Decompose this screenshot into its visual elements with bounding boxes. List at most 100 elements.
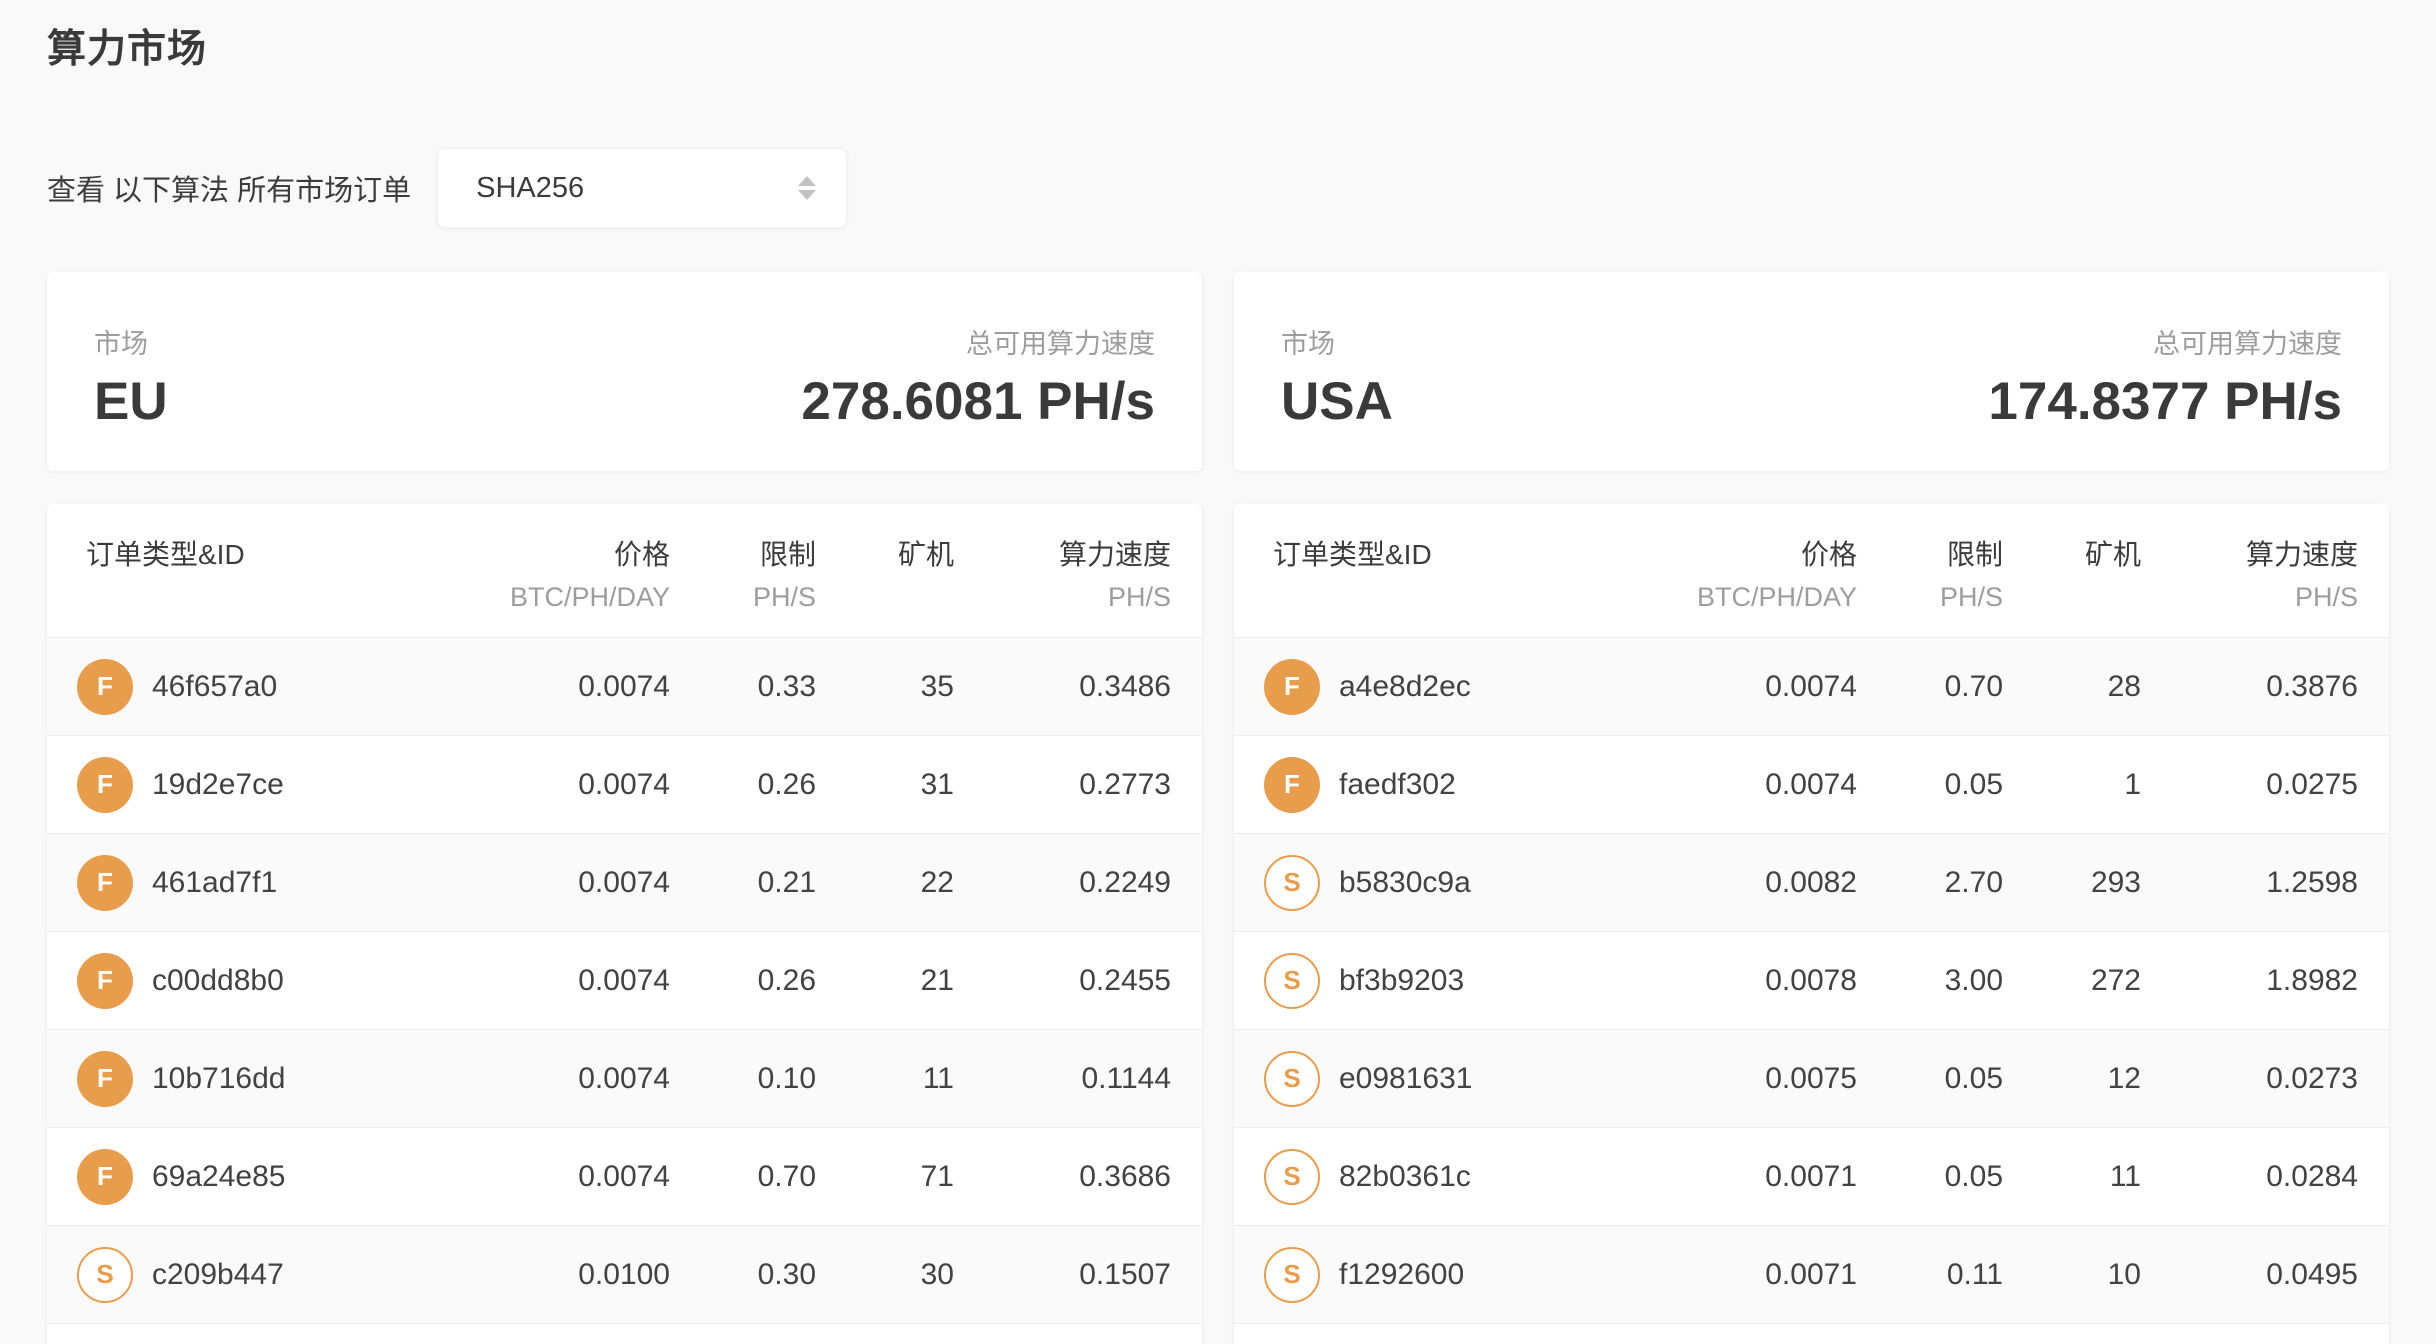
order-id: c209b447 xyxy=(152,1257,284,1291)
order-id: 69a24e85 xyxy=(152,1159,286,1193)
order-limit: 0.05 xyxy=(1944,1159,2003,1193)
order-miners: 11 xyxy=(2109,1159,2141,1193)
algorithm-select[interactable]: SHA256 xyxy=(437,148,848,228)
order-rows: F 46f657a0 0.0074 0.33 35 0.3486 F 19d2e… xyxy=(47,638,1202,1324)
order-limit: 0.33 xyxy=(757,669,816,703)
order-price: 0.0074 xyxy=(578,963,670,997)
order-miners: 35 xyxy=(920,669,954,703)
order-price: 0.0100 xyxy=(578,1257,670,1291)
order-type-badge: S xyxy=(1264,952,1320,1009)
market-summary-cards: 市场 EU 总可用算力速度 278.6081 PH/s 市场 USA 总可用算力… xyxy=(47,272,2389,471)
order-id: b5830c9a xyxy=(1339,865,1471,899)
order-speed: 0.0495 xyxy=(2266,1257,2358,1291)
order-type-badge: F xyxy=(77,756,133,813)
order-speed: 0.2455 xyxy=(1079,963,1171,997)
chevron-up-down-icon xyxy=(798,176,817,200)
order-miners: 11 xyxy=(922,1061,954,1095)
order-limit: 0.70 xyxy=(1944,669,2003,703)
order-miners: 71 xyxy=(920,1159,954,1193)
algorithm-filter-label: 查看 以下算法 所有市场订单 xyxy=(47,175,412,207)
order-id: faedf302 xyxy=(1339,767,1456,801)
order-rows: F a4e8d2ec 0.0074 0.70 28 0.3876 F faedf… xyxy=(1234,638,2389,1324)
total-speed-value: 278.6081 PH/s xyxy=(801,372,1155,431)
order-price: 0.0071 xyxy=(1765,1159,1857,1193)
order-limit: 0.70 xyxy=(757,1159,816,1193)
order-limit: 0.30 xyxy=(757,1257,816,1291)
order-id: f1292600 xyxy=(1339,1257,1465,1291)
order-limit: 3.00 xyxy=(1944,963,2003,997)
column-header-order-type-id: 订单类型&ID xyxy=(86,539,245,570)
order-speed: 0.3686 xyxy=(1079,1159,1171,1193)
order-row: S b5830c9a 0.0082 2.70 293 1.2598 xyxy=(1234,834,2389,932)
column-header-miners: 矿机 xyxy=(897,539,954,570)
column-unit-speed: PH/S xyxy=(2294,582,2358,612)
order-limit: 0.21 xyxy=(757,865,816,899)
order-row: S 82b0361c 0.0071 0.05 11 0.0284 xyxy=(1234,1128,2389,1226)
order-row: F faedf302 0.0074 0.05 1 0.0275 xyxy=(1234,736,2389,834)
order-limit: 0.11 xyxy=(1946,1257,2003,1291)
order-limit: 0.05 xyxy=(1944,1061,2003,1095)
column-header-limit: 限制 PH/S xyxy=(670,540,816,612)
column-header-miners: 矿机 xyxy=(2084,539,2141,570)
order-type-badge: S xyxy=(1264,1148,1320,1205)
order-price: 0.0074 xyxy=(578,669,670,703)
market-label: 市场 xyxy=(94,329,148,359)
order-miners: 30 xyxy=(920,1257,954,1291)
market-card-usa: 市场 USA 总可用算力速度 174.8377 PH/s xyxy=(1234,272,2389,471)
order-miners: 1 xyxy=(2124,767,2141,801)
order-miners: 22 xyxy=(920,865,954,899)
order-row: S bf3b9203 0.0078 3.00 272 1.8982 xyxy=(1234,932,2389,1030)
order-type-badge: F xyxy=(77,952,133,1009)
algorithm-filter-row: 查看 以下算法 所有市场订单 SHA256 xyxy=(47,148,2389,228)
order-price: 0.0074 xyxy=(578,865,670,899)
order-id: 82b0361c xyxy=(1339,1159,1471,1193)
order-speed: 0.3876 xyxy=(2266,669,2358,703)
order-speed: 0.2773 xyxy=(1079,767,1171,801)
column-unit-limit: PH/S xyxy=(1939,582,2003,612)
order-miners: 10 xyxy=(2107,1257,2141,1291)
order-limit: 0.26 xyxy=(757,963,816,997)
algorithm-select-value: SHA256 xyxy=(476,171,585,204)
market-name: USA xyxy=(1281,372,1393,431)
order-row: S c209b447 0.0100 0.30 30 0.1507 xyxy=(47,1226,1202,1324)
order-type-badge: F xyxy=(77,658,133,715)
order-limit: 2.70 xyxy=(1944,865,2003,899)
order-row: F 10b716dd 0.0074 0.10 11 0.1144 xyxy=(47,1030,1202,1128)
order-id: 46f657a0 xyxy=(152,669,278,703)
order-miners: 293 xyxy=(2090,865,2141,899)
order-price: 0.0074 xyxy=(1765,669,1857,703)
order-price: 0.0074 xyxy=(578,767,670,801)
order-speed: 0.1144 xyxy=(1081,1061,1171,1095)
column-header-price: 价格 BTC/PH/DAY xyxy=(1687,540,1857,612)
order-speed: 0.2249 xyxy=(1079,865,1171,899)
order-type-badge: S xyxy=(1264,854,1320,911)
order-table-eu: 订单类型&ID 价格 BTC/PH/DAY 限制 PH/S 矿机 算力速度 PH… xyxy=(47,504,1202,1344)
order-speed: 0.0273 xyxy=(2266,1061,2358,1095)
market-label: 市场 xyxy=(1281,329,1335,359)
order-speed: 0.0275 xyxy=(2266,767,2358,801)
column-header-price: 价格 BTC/PH/DAY xyxy=(500,540,670,612)
order-type-badge: F xyxy=(77,1148,133,1205)
order-row: S f1292600 0.0071 0.11 10 0.0495 xyxy=(1234,1226,2389,1324)
order-limit: 0.10 xyxy=(757,1061,816,1095)
order-id: 10b716dd xyxy=(152,1061,286,1095)
order-speed: 0.3486 xyxy=(1079,669,1171,703)
order-type-badge: F xyxy=(77,1050,133,1107)
order-row: F 461ad7f1 0.0074 0.21 22 0.2249 xyxy=(47,834,1202,932)
column-header-speed: 算力速度 PH/S xyxy=(2141,540,2358,612)
column-unit-price: BTC/PH/DAY xyxy=(1696,582,1857,612)
order-price: 0.0082 xyxy=(1765,865,1857,899)
table-header-row: 订单类型&ID 价格 BTC/PH/DAY 限制 PH/S 矿机 算力速度 PH… xyxy=(1234,504,2389,638)
column-unit-price: BTC/PH/DAY xyxy=(509,582,670,612)
order-price: 0.0074 xyxy=(578,1061,670,1095)
order-price: 0.0074 xyxy=(578,1159,670,1193)
order-table-usa: 订单类型&ID 价格 BTC/PH/DAY 限制 PH/S 矿机 算力速度 PH… xyxy=(1234,504,2389,1344)
order-type-badge: F xyxy=(77,854,133,911)
market-card-eu: 市场 EU 总可用算力速度 278.6081 PH/s xyxy=(47,272,1202,471)
order-miners: 31 xyxy=(920,767,954,801)
order-price: 0.0075 xyxy=(1765,1061,1857,1095)
order-type-badge: S xyxy=(1264,1050,1320,1107)
order-miners: 12 xyxy=(2107,1061,2141,1095)
order-miners: 21 xyxy=(920,963,954,997)
